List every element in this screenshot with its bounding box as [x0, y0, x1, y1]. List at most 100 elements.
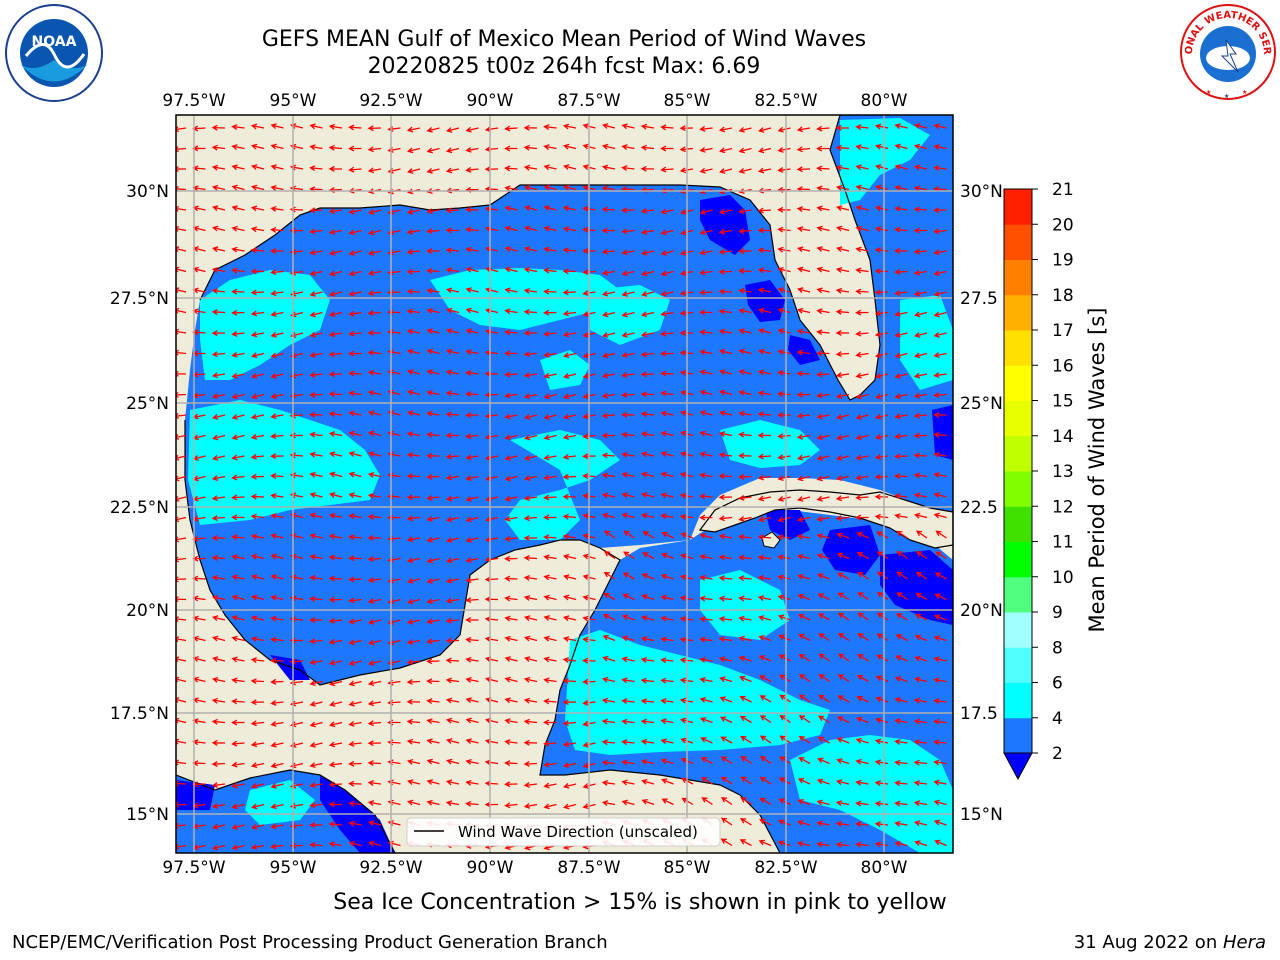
wind-arrow	[874, 738, 889, 745]
wind-arrow	[660, 370, 674, 377]
wind-arrow	[933, 291, 947, 297]
wind-arrow	[406, 410, 421, 417]
wind-arrow	[699, 309, 713, 316]
wind-arrow	[445, 637, 460, 644]
wind-arrow	[231, 414, 245, 420]
wind-arrow	[621, 352, 635, 358]
wind-arrow	[835, 267, 850, 273]
wind-arrow	[543, 124, 557, 131]
wind-arrow	[855, 309, 869, 316]
wind-arrow	[855, 393, 869, 400]
wind-arrow	[563, 783, 577, 789]
wind-arrow	[524, 225, 538, 232]
wind-arrow	[641, 291, 655, 297]
wind-arrow	[484, 780, 499, 787]
wind-arrow	[465, 412, 479, 419]
wind-arrow	[640, 636, 655, 642]
wind-arrow	[601, 472, 616, 479]
wind-arrow	[211, 574, 226, 581]
wind-arrow	[270, 615, 284, 622]
wind-arrow	[523, 184, 538, 191]
wind-arrow	[874, 268, 889, 275]
wind-arrow	[465, 266, 479, 273]
wind-arrow	[250, 533, 265, 540]
wind-arrow	[348, 513, 362, 520]
wind-arrow	[934, 593, 947, 601]
wind-arrow	[446, 127, 460, 133]
lon-tick: 90°W	[467, 91, 514, 111]
wind-arrow	[796, 206, 811, 212]
wind-arrow	[699, 595, 713, 602]
wind-arrow	[835, 124, 850, 131]
wind-arrow	[699, 389, 713, 396]
wind-arrow	[757, 411, 772, 418]
wind-arrow	[874, 123, 889, 130]
wind-arrow	[270, 783, 284, 789]
wind-arrow	[231, 554, 245, 561]
wind-arrow	[231, 246, 245, 253]
wind-arrow	[894, 247, 908, 254]
lat-tick: 20°N	[126, 601, 169, 621]
wind-arrow	[524, 454, 538, 461]
wind-arrow	[640, 331, 655, 338]
wind-arrow	[876, 654, 889, 662]
wind-arrow	[758, 516, 772, 523]
wind-arrow	[835, 800, 850, 807]
wind-arrow	[601, 372, 616, 379]
wind-arrow	[661, 552, 674, 560]
wind-arrow	[601, 164, 616, 171]
wind-arrow	[739, 675, 752, 683]
wind-arrow	[933, 270, 947, 277]
wind-arrow	[759, 776, 772, 785]
wind-arrow	[621, 451, 635, 458]
wind-arrow	[231, 698, 245, 705]
lon-tick: 87.5°W	[557, 858, 620, 878]
wind-arrow	[426, 698, 440, 705]
wind-arrow	[601, 432, 616, 439]
lat-ticks-left: 30°N 27.5°N 25°N 22.5°N 20°N 17.5°N 15°N	[110, 182, 169, 825]
footer-date-text: 31 Aug 2022 on	[1073, 932, 1223, 953]
wind-arrow	[740, 735, 752, 744]
wind-arrow	[250, 268, 265, 275]
cuba	[698, 489, 953, 549]
wind-arrow	[484, 596, 499, 603]
wind-arrow	[250, 453, 265, 460]
wind-arrow	[465, 391, 479, 398]
wind-arrow	[406, 328, 421, 335]
wind-arrow	[660, 310, 674, 317]
wind-arrow	[367, 820, 382, 827]
wind-arrow	[738, 328, 752, 335]
colorbar-segment	[1004, 259, 1032, 296]
wind-arrow	[797, 593, 811, 601]
wind-arrow	[894, 473, 908, 480]
wind-arrow	[933, 677, 947, 684]
wind-arrow	[777, 840, 791, 847]
wind-arrow	[913, 820, 928, 827]
wind-arrow	[874, 413, 889, 420]
wind-arrow	[504, 760, 518, 767]
wind-arrow	[524, 615, 538, 622]
wind-arrow	[699, 229, 713, 236]
wind-arrow	[270, 720, 284, 727]
wind-arrow	[211, 475, 226, 481]
wind-arrow	[777, 147, 791, 153]
wind-arrow	[562, 205, 577, 212]
wind-arrow	[523, 393, 538, 400]
wind-arrow	[601, 392, 616, 399]
wind-arrow	[465, 738, 479, 745]
wind-arrow	[348, 451, 362, 457]
wind-arrow	[798, 715, 811, 724]
wind-arrow	[367, 290, 382, 297]
wind-arrow	[465, 370, 479, 376]
lat-tick: 22.5°N	[110, 498, 169, 518]
wind-arrow	[876, 531, 889, 539]
wind-arrow	[407, 598, 421, 605]
wind-arrow	[914, 840, 928, 847]
wind-arrow	[894, 840, 908, 847]
wind-arrow	[796, 246, 811, 253]
wind-arrow	[465, 636, 479, 643]
colorbar-tick-label: 19	[1052, 251, 1074, 271]
wind-arrow	[309, 165, 323, 172]
wind-arrow	[445, 227, 460, 234]
wind-arrow	[601, 227, 616, 234]
